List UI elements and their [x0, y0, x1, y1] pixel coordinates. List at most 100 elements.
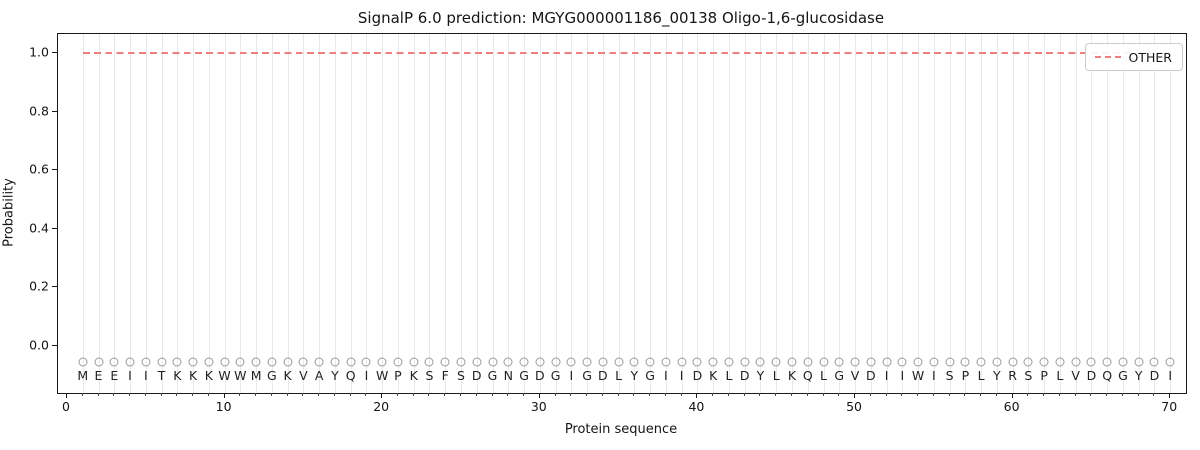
residue-letter: S	[457, 367, 465, 383]
residue-letter: Q	[1102, 367, 1113, 383]
residue-letter: Y	[756, 367, 765, 383]
residue-letter: S	[945, 367, 954, 383]
x-minor-tick	[743, 393, 745, 396]
x-minor-tick	[1074, 393, 1076, 396]
x-tick-label: 10	[215, 399, 232, 414]
residue-marker	[503, 357, 513, 367]
residue-letter: Y	[993, 367, 1001, 383]
gridline	[476, 34, 478, 393]
residue-letter: M	[250, 367, 262, 383]
residue-letter: G	[267, 367, 277, 383]
x-minor-tick	[727, 393, 729, 396]
residue-marker	[361, 357, 371, 367]
y-tick-label: 0.2	[29, 278, 49, 294]
residue-letter: G	[550, 367, 561, 383]
gridline	[492, 34, 494, 393]
residue-marker	[235, 357, 245, 367]
residue-marker	[535, 357, 545, 367]
residue-marker	[424, 357, 434, 367]
x-minor-tick	[759, 393, 761, 396]
gridline	[665, 34, 667, 393]
x-minor-tick	[412, 393, 414, 396]
residue-marker	[1118, 357, 1128, 367]
gridline	[1075, 34, 1077, 393]
residue-marker	[172, 357, 182, 367]
residue-marker	[1071, 357, 1081, 367]
residue-letter: E	[110, 367, 119, 383]
residue-letter: Q	[802, 367, 813, 383]
residue-marker	[566, 357, 576, 367]
x-tick-label: 20	[373, 399, 390, 414]
residue-letter: V	[299, 367, 308, 383]
residue-letter: I	[664, 367, 668, 383]
x-tick	[1011, 393, 1013, 398]
x-tick-label: 30	[530, 399, 547, 414]
residue-marker	[866, 357, 876, 367]
gridline	[870, 34, 872, 393]
gridline	[303, 34, 305, 393]
gridline	[571, 34, 573, 393]
residue-letter: D	[534, 367, 545, 383]
gridline	[98, 34, 100, 393]
residue-marker	[188, 357, 198, 367]
gridline	[429, 34, 431, 393]
x-minor-tick	[901, 393, 903, 396]
gridline	[1028, 34, 1030, 393]
residue-letter: I	[931, 367, 936, 383]
residue-letter: L	[772, 367, 780, 383]
residue-letter: M	[77, 367, 89, 383]
x-minor-tick	[1090, 393, 1092, 396]
residue-marker	[94, 357, 103, 367]
residue-marker	[897, 357, 907, 367]
x-minor-tick	[81, 393, 83, 396]
x-minor-tick	[1058, 393, 1060, 396]
gridline	[524, 34, 526, 393]
gridline	[602, 34, 604, 393]
residue-marker	[314, 357, 324, 367]
residue-letter: T	[157, 367, 166, 383]
residue-letter: G	[1118, 367, 1128, 383]
gridline	[760, 34, 762, 393]
gridline	[1138, 34, 1140, 393]
gridline	[823, 34, 825, 393]
chart-title: SignalP 6.0 prediction: MGYG000001186_00…	[357, 9, 885, 27]
x-minor-tick	[460, 393, 461, 396]
gridline	[555, 34, 557, 393]
gridline	[855, 34, 857, 393]
residue-marker	[1102, 357, 1112, 367]
gridline	[334, 34, 336, 393]
residue-letter: G	[519, 367, 529, 383]
x-minor-tick	[838, 393, 840, 396]
gridline	[618, 34, 620, 393]
residue-letter: I	[128, 367, 132, 383]
x-minor-tick	[649, 393, 651, 396]
residue-marker	[598, 357, 608, 367]
residue-letter: I	[679, 367, 684, 383]
x-minor-tick	[523, 393, 525, 396]
gridline	[319, 34, 321, 393]
x-minor-tick	[633, 393, 635, 396]
x-tick-label: 70	[1161, 399, 1178, 414]
residue-letter: K	[787, 367, 797, 383]
y-tick-label: 0.0	[29, 337, 49, 353]
x-tick	[65, 393, 67, 398]
y-tick-label: 0.6	[29, 161, 49, 177]
gridline	[681, 34, 683, 393]
x-minor-tick	[1027, 393, 1029, 396]
gridline	[508, 34, 510, 393]
gridline	[791, 34, 793, 393]
residue-marker	[1039, 357, 1049, 367]
x-minor-tick	[806, 393, 808, 396]
residue-marker	[1165, 357, 1175, 367]
gridline	[271, 34, 273, 393]
gridline	[933, 34, 935, 393]
residue-marker	[157, 357, 167, 367]
residue-letter: D	[739, 367, 750, 383]
residue-letter: W	[376, 367, 389, 383]
gridline	[697, 34, 699, 393]
residue-marker	[850, 357, 860, 367]
x-tick	[223, 393, 225, 398]
residue-letter: S	[425, 367, 434, 383]
